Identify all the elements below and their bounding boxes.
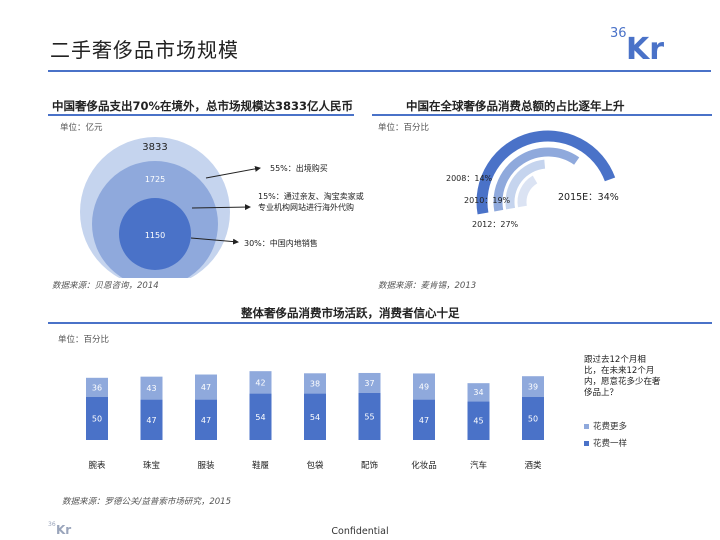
bar-category-包袋: 包袋 [306,460,324,471]
bar-more-value-酒类: 39 [528,383,538,392]
bar-more-腕表 [86,377,108,397]
bar-more-value-化妆品: 49 [419,383,429,392]
bar-same-value-腕表: 50 [92,415,102,424]
bar-same-鞋履 [249,393,272,440]
footer-logo-number: 36 [48,521,56,528]
bottom-panel-unit: 单位：百分比 [58,335,110,345]
circle-domestic [119,198,191,270]
bar-more-value-服装: 47 [201,383,211,392]
circle-domestic-label: 1150 [145,231,165,240]
footer-confidential: Confidential [331,526,389,537]
bar-same-value-汽车: 45 [473,417,483,426]
bar-more-value-汽车: 34 [473,388,483,397]
circle-total-label: 3833 [142,142,167,153]
right-panel-unit: 单位：百分比 [378,123,430,133]
bar-same-腕表 [86,397,108,440]
left-panel-title: 中国奢侈品支出70%在境外，总市场规模达3833亿人民币 [52,99,354,113]
bar-category-腕表: 腕表 [88,460,106,471]
bar-same-汽车 [467,401,490,440]
footer-logo: 36 Kr [48,521,71,536]
bar-more-珠宝 [140,376,163,400]
right-panel-divider [372,114,712,116]
bar-more-value-配饰: 37 [364,379,374,388]
bottom-panel-source: 数据来源：罗德公关/益普索市场研究，2015 [62,497,231,507]
arrow-outbound [205,165,261,179]
bar-same-value-酒类: 50 [528,415,538,424]
bottom-panel-divider [48,322,712,324]
page-title: 二手奢侈品市场规模 [50,38,239,62]
radial-arc-2010 [505,159,546,210]
legend-same: 花费一样 [584,437,627,449]
bar-more-value-包袋: 38 [310,379,320,388]
bar-more-酒类 [522,376,544,397]
footer-logo-letters: Kr [56,523,71,536]
brand-logo: 36 Kr [610,26,664,62]
bar-same-酒类 [522,397,544,440]
bar-same-value-化妆品: 47 [419,416,429,425]
logo-number: 36 [610,26,627,41]
header-divider [48,70,711,72]
bar-same-value-珠宝: 47 [146,416,156,425]
radial-bar-chart: 2008：14% 2010：19% 2012：27% 2015E：34% [446,130,619,229]
bar-more-value-鞋履: 42 [255,378,265,387]
bar-same-value-鞋履: 54 [255,413,265,422]
legend-more-label: 花费更多 [593,422,628,432]
left-panel-unit: 单位：亿元 [60,123,103,133]
bar-more-包袋 [304,373,326,394]
bottom-panel-title: 整体奢侈品消费市场活跃，消费者信心十足 [241,306,460,320]
right-panel-source: 数据来源：麦肯锡，2013 [378,281,477,291]
bar-same-珠宝 [140,399,163,440]
annotation-daigou: 15%：通过亲友、淘宝卖家或专业机构网站进行海外代购 [258,192,364,212]
annotation-domestic: 30%：中国内地销售 [244,238,318,248]
annotation-outbound: 55%：出境购买 [270,163,328,173]
bar-more-化妆品 [413,373,435,400]
radial-arc-2008 [517,175,538,208]
arrow-daigou [191,204,251,211]
bar-same-服装 [195,399,217,440]
radial-label-2008: 2008：14% [446,174,493,183]
bar-category-酒类: 酒类 [524,460,542,471]
bar-more-配饰 [358,372,381,393]
stacked-bar-chart: 50 36 腕表 47 43 珠宝 47 47 服装 54 42 鞋履 54 38 包袋 55 37 配饰 47 49… [86,371,544,471]
bar-category-珠宝: 珠宝 [143,460,160,471]
legend-more: 花费更多 [584,420,627,432]
logo-letters: Kr [626,32,664,62]
bar-category-服装: 服装 [197,460,215,471]
circle-overseas-label: 1725 [145,175,165,184]
left-panel-source: 数据来源：贝恩咨询，2014 [52,281,159,291]
arrow-domestic [190,237,239,245]
bar-same-化妆品 [413,399,435,440]
bar-category-配饰: 配饰 [361,460,379,471]
bar-same-包袋 [304,393,326,440]
bar-more-鞋履 [249,371,272,394]
bar-same-value-包袋: 54 [310,413,320,422]
legend-same-label: 花费一样 [593,439,628,449]
survey-question: 跟过去12个月相比，在未来12个月内，愿意花多少在奢侈品上？ [584,355,661,398]
bar-more-服装 [195,374,217,400]
radial-label-2015E: 2015E：34% [558,192,619,203]
radial-arc-2012 [493,147,580,212]
bar-same-value-服装: 47 [201,416,211,425]
bar-category-化妆品: 化妆品 [411,460,437,471]
bar-same-配饰 [358,392,381,440]
nested-circle-chart: 3833 1725 1150 55%：出境购买 30%：中国内地销售 [80,137,328,278]
bar-more-value-腕表: 36 [92,383,102,392]
legend-more-swatch [584,423,589,429]
bar-more-value-珠宝: 43 [146,384,156,393]
legend-same-swatch [584,440,589,446]
bar-category-鞋履: 鞋履 [252,460,270,471]
radial-label-2012: 2012：27% [472,220,519,229]
bar-more-汽车 [467,383,490,402]
right-panel-title: 中国在全球奢侈品消费总额的占比逐年上升 [406,99,625,113]
bar-category-汽车: 汽车 [470,460,487,471]
radial-label-2010: 2010：19% [464,196,511,205]
left-panel-divider [48,114,354,116]
radial-arc-2015E [476,130,616,215]
bar-same-value-配饰: 55 [364,412,374,421]
